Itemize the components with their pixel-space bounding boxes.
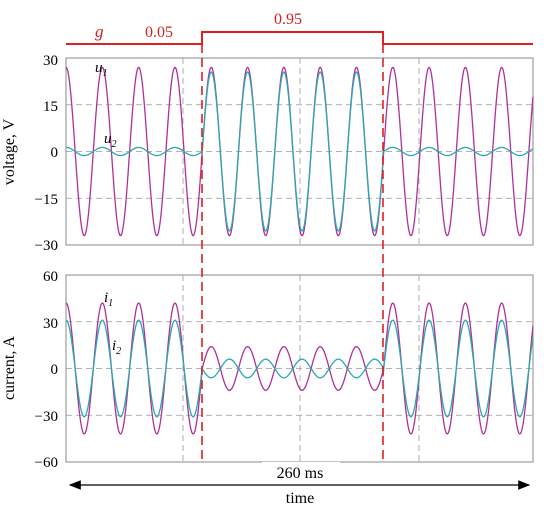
time-annotation: 260 ms time: [68, 462, 531, 507]
current-y-label: current, A: [1, 336, 18, 400]
voltage-tick-m30: −30: [35, 238, 58, 254]
current-tick-m60: −60: [35, 455, 58, 471]
voltage-tick-15: 15: [43, 99, 58, 115]
i1-label: i1: [104, 290, 113, 309]
current-lines: [65, 302, 534, 435]
series-u2: [65, 71, 534, 232]
voltage-tick-30: 30: [43, 53, 58, 69]
current-tick-60: 60: [43, 269, 58, 285]
voltage-tick-m15: −15: [35, 192, 58, 208]
voltage-grid: [66, 58, 533, 245]
gate-label: g: [95, 22, 104, 41]
series-i2: [65, 319, 534, 418]
gate-signal: g 0.05 0.95: [66, 11, 533, 45]
current-tick-0: 0: [51, 362, 59, 378]
voltage-panel: 30 15 0 −15 −30 voltage, V u1 u2: [1, 53, 534, 254]
current-panel: 60 30 0 −30 −60 current, A i1 i2: [1, 269, 534, 471]
gate-low-label: 0.05: [145, 24, 173, 41]
series-u1: [65, 66, 534, 237]
x-axis-label: time: [286, 490, 314, 507]
current-y-ticks: 60 30 0 −30 −60: [35, 269, 58, 471]
gate-waveform: [66, 31, 533, 45]
duration-label-bg: [262, 462, 340, 482]
u2-label: u2: [104, 131, 117, 150]
voltage-lines: [65, 66, 534, 237]
duration-label: 260 ms: [277, 465, 324, 482]
switching-markers: [201, 44, 384, 462]
current-grid: [66, 275, 533, 462]
voltage-y-ticks: 30 15 0 −15 −30: [35, 53, 58, 254]
gate-high-label: 0.95: [274, 11, 302, 28]
current-tick-m30: −30: [35, 409, 58, 425]
voltage-tick-0: 0: [51, 145, 59, 161]
u1-label: u1: [95, 60, 108, 79]
i2-label: i2: [112, 338, 121, 357]
current-tick-30: 30: [43, 316, 58, 332]
voltage-y-label: voltage, V: [1, 118, 18, 185]
